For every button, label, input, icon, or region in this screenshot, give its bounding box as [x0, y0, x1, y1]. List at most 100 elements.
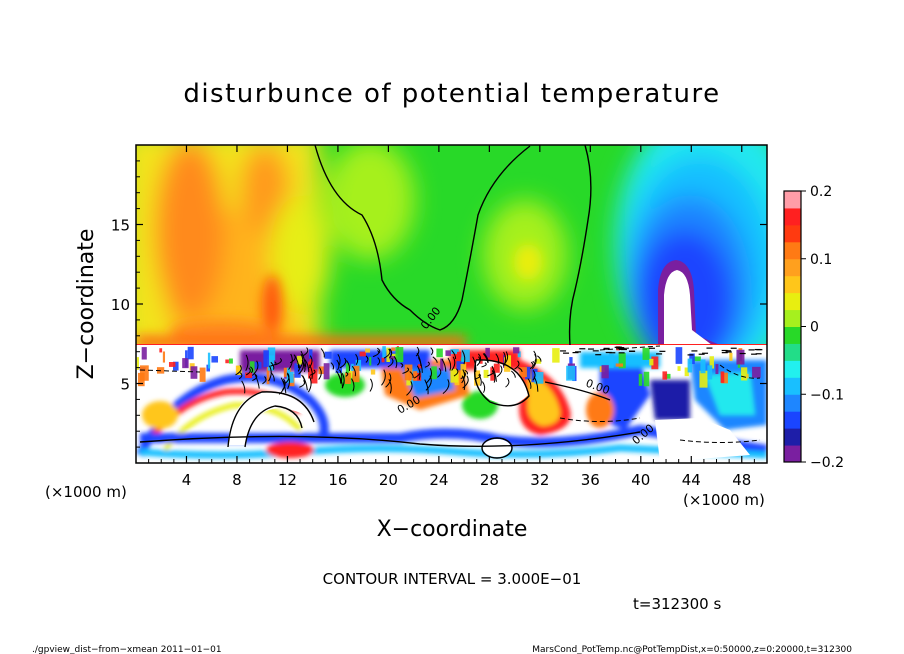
contour-squiggle: [491, 370, 496, 383]
x-unit-right: (×1000 m): [683, 491, 765, 509]
contour-squiggle: [453, 368, 459, 377]
contour-squiggle: [527, 378, 532, 389]
y-tick-label: 10: [111, 296, 130, 314]
turbulence-cell: [649, 358, 654, 366]
colorbar-segment: [784, 360, 801, 378]
contour-squiggle: [416, 365, 421, 380]
contour-squiggle: [337, 353, 341, 367]
contour-squiggle: [451, 356, 456, 371]
turbulence-cell: [684, 367, 689, 377]
turbulence-cell: [162, 351, 166, 363]
colorbar-segment: [784, 428, 801, 446]
turbulence-cell: [493, 363, 500, 373]
contour-squiggle: [432, 356, 438, 363]
contour-squiggle: [300, 350, 307, 367]
x-axis-label: X−coordinate: [377, 517, 528, 542]
x-tick-label: 20: [379, 471, 398, 489]
colorbar-segment: [784, 394, 801, 412]
turbulence-cell: [141, 347, 147, 360]
turbulence-cell: [483, 369, 489, 378]
contour-squiggle: [307, 376, 312, 393]
contour-squiggle: [238, 372, 243, 380]
turbulence-cell: [225, 359, 229, 364]
turbulence-cell: [517, 351, 521, 358]
turbulence-cell: [370, 369, 376, 375]
contour-squiggle: [496, 365, 503, 378]
contour-squiggle: [482, 353, 489, 363]
turbulence-cell: [699, 370, 708, 388]
contour-squiggle: [461, 350, 466, 365]
turbulence-cell: [664, 373, 671, 379]
contour-squiggle: [351, 365, 357, 377]
turbulence-cell: [159, 348, 163, 353]
contour-squiggle: [532, 369, 536, 381]
turbulence-cell: [436, 348, 443, 358]
turbulence-cell: [136, 357, 139, 370]
contour-squiggle: [478, 374, 482, 386]
turbulence-cell: [310, 369, 318, 384]
contour-squiggle: [270, 361, 275, 370]
contour-squiggle: [406, 381, 413, 396]
contour-squiggle: [389, 348, 393, 359]
contour-squiggle: [302, 361, 306, 373]
contour-squiggle: [441, 358, 447, 372]
turbulence-cell: [741, 367, 748, 381]
turbulence-cell: [618, 352, 626, 369]
colorbar-segment: [784, 445, 801, 463]
contour-squiggle: [482, 381, 486, 393]
contour-squiggle: [280, 377, 287, 394]
turbulence-cell: [355, 359, 362, 371]
turbulence-cell: [525, 366, 531, 380]
turbulence-cell: [638, 373, 643, 386]
colorbar-segment: [784, 411, 801, 429]
contour-squiggle: [294, 354, 300, 369]
turbulence-cell: [715, 364, 719, 375]
turbulence-cell: [168, 362, 176, 367]
turbulence-cell: [391, 347, 396, 351]
colorbar-tick-label: 0.2: [810, 184, 832, 200]
footer-right: MarsCond_PotTemp.nc@PotTempDist,x=0:5000…: [532, 645, 852, 654]
contour-squiggle: [476, 356, 481, 366]
x-tick-label: 12: [278, 471, 297, 489]
contour-squiggle: [351, 378, 355, 392]
contour-squiggle: [415, 346, 420, 357]
contour-squiggle: [447, 357, 452, 371]
turbulence-cell: [296, 355, 303, 365]
colorbar-tick-label: −0.2: [810, 455, 844, 471]
chart-title: disturbunce of potential temperature: [183, 79, 720, 109]
colorbar-tick-label: 0: [810, 320, 819, 336]
contour-squiggle: [402, 367, 410, 374]
contour-squiggle: [464, 369, 468, 375]
colorbar-tick-label: 0.1: [810, 252, 832, 268]
turbulence-cell: [323, 363, 330, 380]
contour-squiggle: [462, 375, 469, 389]
contour-squiggle: [400, 362, 404, 368]
contour-squiggle: [235, 364, 242, 376]
turbulence-cell: [608, 354, 614, 368]
contour-squiggle: [424, 361, 430, 368]
colorbar-segment: [784, 343, 801, 361]
contour-squiggle: [330, 362, 335, 370]
heatmap-field: 0.00 0.00 0.00 0.00: [136, 145, 767, 463]
turbulence-cell: [431, 366, 437, 380]
x-unit-left: (×1000 m): [45, 483, 127, 501]
turbulence-cell: [365, 348, 371, 353]
time-stamp: t=312300 s: [633, 595, 721, 613]
turbulence-cell: [752, 366, 761, 378]
turbulence-cell: [450, 349, 459, 354]
x-tick-label: 44: [682, 471, 701, 489]
turbulence-cell: [359, 351, 366, 357]
x-tick-label: 16: [328, 471, 347, 489]
turbulence-cell: [445, 350, 451, 356]
y-tick-label: 15: [111, 217, 130, 235]
contour-squiggle: [320, 348, 325, 358]
contour-squiggle: [491, 365, 497, 382]
contour-squiggle: [251, 360, 259, 376]
colorbar-segment: [784, 309, 801, 327]
turbulence-cell: [187, 346, 194, 360]
contour-squiggle: [301, 374, 306, 385]
contour-squiggle: [393, 356, 398, 369]
turbulence-cell: [642, 347, 650, 360]
turbulence-cell: [721, 372, 728, 384]
